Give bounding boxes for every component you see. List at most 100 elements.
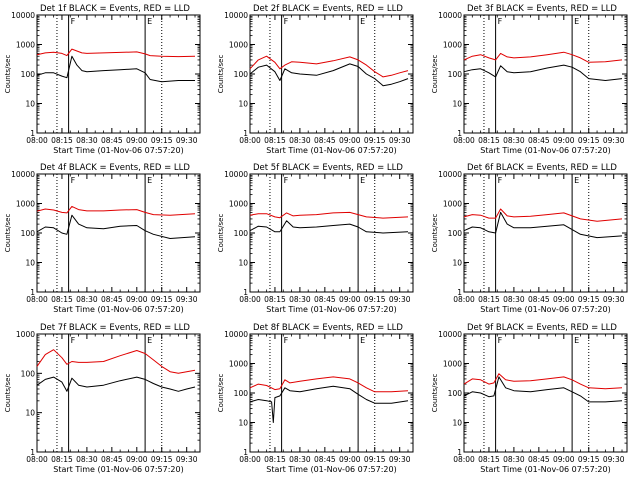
- x-tick-label: 09:00: [126, 295, 148, 304]
- x-tick-label: 09:30: [176, 295, 198, 304]
- x-tick-label: 09:00: [339, 136, 361, 145]
- panel-det-9: Det 9f BLACK = Events, RED = LLD 1 10 100 10…: [431, 323, 628, 474]
- x-tick-label: 08:30: [503, 455, 525, 464]
- x-axis-label: Start Time (01-Nov-06 07:57:20): [53, 146, 183, 155]
- x-tick-label: 09:15: [578, 136, 600, 145]
- series-line-lld: [463, 208, 623, 222]
- series-line-lld: [249, 376, 409, 393]
- panel-det-8: Det 8f BLACK = Events, RED = LLD 1 10 100 10…: [217, 323, 414, 474]
- x-axis-label: Start Time (01-Nov-06 07:57:20): [266, 465, 396, 474]
- x-tick-label: 09:30: [176, 136, 198, 145]
- y-tick-label: 1000: [16, 41, 35, 50]
- x-tick-label: 09:30: [603, 455, 625, 464]
- y-tick-label: 10: [452, 259, 462, 268]
- x-tick-label: 09:15: [151, 455, 173, 464]
- y-tick-label: 1000: [229, 360, 248, 369]
- marker-label: F: [71, 176, 76, 185]
- marker-label: E: [147, 336, 152, 345]
- marker-label: E: [360, 17, 365, 26]
- series-line-lld: [36, 48, 196, 58]
- marker-label: F: [498, 336, 503, 345]
- y-axis-label: Counts/sec: [431, 214, 439, 253]
- x-axis-label: Start Time (01-Nov-06 07:57:20): [53, 305, 183, 314]
- y-tick-label: 1000: [443, 41, 462, 50]
- y-tick-label: 100: [21, 229, 36, 238]
- x-axis-label: Start Time (01-Nov-06 07:57:20): [480, 146, 610, 155]
- y-tick-label: 1000: [229, 41, 248, 50]
- x-tick-label: 08:15: [264, 136, 286, 145]
- x-tick-label: 08:15: [51, 295, 73, 304]
- x-tick-label: 08:45: [314, 455, 336, 464]
- x-tick-label: 09:30: [389, 136, 411, 145]
- x-tick-label: 08:00: [239, 136, 261, 145]
- plot-frame: [463, 333, 628, 453]
- x-tick-label: 08:00: [453, 136, 475, 145]
- x-tick-label: 09:30: [603, 136, 625, 145]
- y-tick-label: 10000: [438, 11, 462, 20]
- x-tick-label: 09:30: [389, 455, 411, 464]
- x-tick-label: 08:00: [239, 295, 261, 304]
- marker-label: E: [360, 336, 365, 345]
- panel-title: Det 8f BLACK = Events, RED = LLD: [253, 323, 403, 333]
- y-tick-label: 10000: [438, 170, 462, 179]
- y-axis-label: Counts/sec: [4, 214, 12, 253]
- y-tick-label: 100: [234, 70, 249, 79]
- x-tick-label: 08:30: [289, 455, 311, 464]
- panel-title: Det 1f BLACK = Events, RED = LLD: [40, 4, 190, 14]
- x-tick-label: 09:30: [389, 295, 411, 304]
- x-tick-label: 09:00: [126, 136, 148, 145]
- y-tick-label: 1: [457, 129, 462, 138]
- y-tick-label: 1000: [16, 200, 35, 209]
- series-line-events: [463, 376, 623, 403]
- series-line-lld: [463, 51, 623, 63]
- y-axis-label: Counts/sec: [217, 214, 225, 253]
- series-line-events: [36, 55, 195, 83]
- marker-label: F: [498, 176, 503, 185]
- series-line-events: [463, 211, 623, 239]
- x-tick-label: 08:30: [76, 136, 98, 145]
- marker-label: F: [498, 17, 503, 26]
- x-tick-label: 08:15: [478, 455, 500, 464]
- y-tick-label: 1: [30, 288, 35, 297]
- y-tick-label: 1: [243, 288, 248, 297]
- x-tick-label: 08:15: [51, 136, 73, 145]
- series-line-events: [36, 376, 196, 392]
- x-tick-label: 08:45: [528, 295, 550, 304]
- y-tick-label: 100: [21, 369, 36, 378]
- marker-label: E: [360, 176, 365, 185]
- x-tick-label: 08:00: [239, 455, 261, 464]
- x-tick-label: 09:15: [578, 455, 600, 464]
- y-tick-label: 10: [25, 259, 35, 268]
- x-tick-label: 08:00: [26, 455, 48, 464]
- panel-det-3: Det 3f BLACK = Events, RED = LLD 1 10 100 10…: [431, 4, 628, 155]
- x-tick-label: 09:15: [364, 136, 386, 145]
- series-line-lld: [249, 211, 409, 219]
- x-tick-label: 08:45: [101, 455, 123, 464]
- x-tick-label: 09:15: [151, 136, 173, 145]
- y-tick-label: 100: [448, 389, 463, 398]
- x-tick-label: 08:15: [478, 295, 500, 304]
- x-tick-label: 08:15: [51, 455, 73, 464]
- x-axis-label: Start Time (01-Nov-06 07:57:20): [480, 305, 610, 314]
- y-axis-label: Counts/sec: [217, 55, 225, 94]
- panel-title: Det 3f BLACK = Events, RED = LLD: [467, 4, 617, 14]
- marker-label: F: [71, 336, 76, 345]
- x-tick-label: 09:15: [364, 295, 386, 304]
- y-axis-label: Counts/sec: [431, 374, 439, 413]
- plot-frame: [36, 333, 201, 453]
- x-tick-label: 09:00: [339, 295, 361, 304]
- y-axis-label: Counts/sec: [4, 55, 12, 94]
- marker-label: F: [284, 336, 289, 345]
- x-tick-label: 09:00: [126, 455, 148, 464]
- panel-title: Det 5f BLACK = Events, RED = LLD: [253, 163, 403, 173]
- x-tick-label: 09:15: [578, 295, 600, 304]
- y-tick-label: 100: [21, 70, 36, 79]
- series-line-lld: [249, 55, 409, 78]
- panel-det-2: Det 2f BLACK = Events, RED = LLD 1 10 100 10…: [217, 4, 414, 155]
- x-tick-label: 08:45: [528, 455, 550, 464]
- series-line-lld: [463, 373, 623, 390]
- panel-title: Det 4f BLACK = Events, RED = LLD: [40, 163, 190, 173]
- x-tick-label: 09:00: [553, 455, 575, 464]
- x-tick-label: 08:45: [101, 136, 123, 145]
- y-axis-label: Counts/sec: [4, 374, 12, 413]
